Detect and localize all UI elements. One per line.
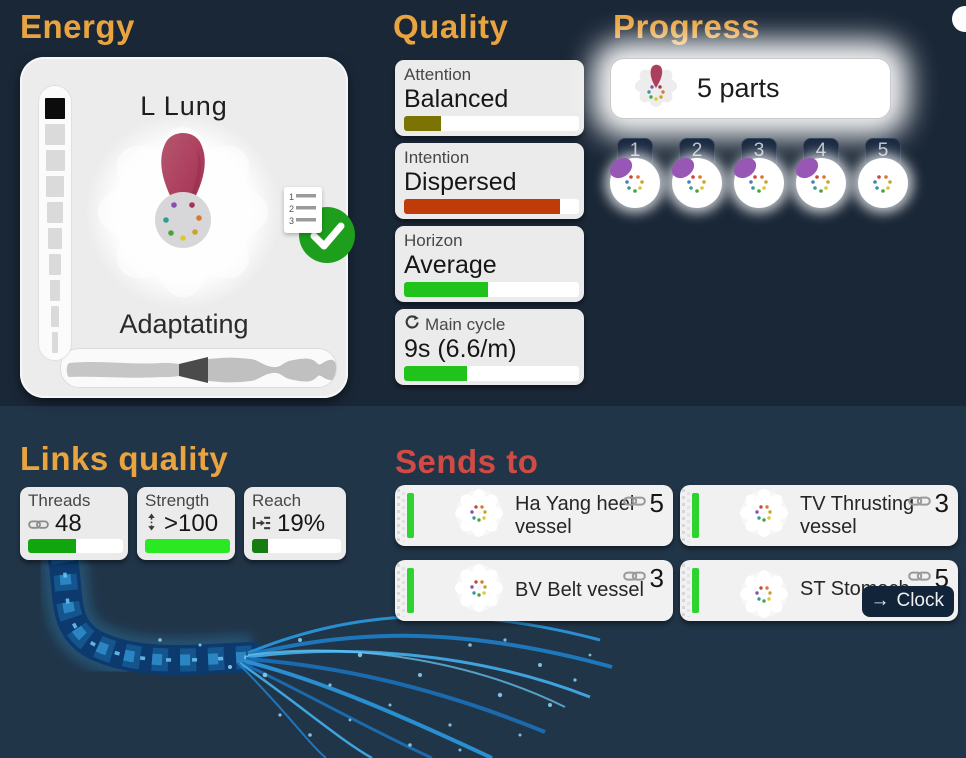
quality-card-attention: Attention Balanced (395, 60, 584, 136)
token-flower-icon (609, 157, 660, 208)
link-strength-meter (692, 568, 699, 613)
intention-bar (404, 199, 579, 214)
vessel-name: TV Thrusting vessel (800, 492, 915, 538)
links-card-value: >100 (164, 510, 219, 537)
links-card-label: Strength (145, 491, 210, 510)
token-flower-icon (733, 157, 784, 208)
links-card-value: 19% (277, 510, 326, 537)
link-count-value: 3 (934, 488, 949, 518)
energy-rope-graphic (37, 545, 613, 758)
quality-card-value: Dispersed (404, 168, 517, 196)
organ-flower-mini-icon (740, 570, 788, 623)
sends-to-section-title: Sends to (395, 443, 539, 480)
threads-bar (28, 539, 123, 553)
arrow-right-icon: → (870, 590, 890, 611)
parts-card[interactable]: 5 parts (610, 58, 891, 119)
perforation-strip (682, 489, 690, 542)
energy-section-title: Energy (20, 8, 135, 45)
parts-count-label: 5 parts (697, 73, 780, 103)
vessel-flower-icon (455, 564, 503, 617)
links-card-value: 48 (55, 510, 82, 537)
part-token-3[interactable]: 3 (733, 138, 784, 210)
link-count-value: 5 (649, 488, 664, 518)
perforation-strip (682, 564, 690, 617)
send-card-st-stomach[interactable]: ST Stomach 5 → Clock (680, 560, 958, 621)
quality-card-label: Main cycle (425, 314, 506, 334)
vessel-name: BV Belt vessel (515, 579, 644, 601)
quality-card-value: Average (404, 251, 497, 279)
progress-section-title: Progress (613, 8, 761, 45)
vertical-range-icon (145, 511, 158, 537)
vessel-flower-icon (740, 489, 788, 542)
links-card-label: Threads (28, 491, 91, 510)
part-token-1[interactable]: 1 (609, 138, 660, 210)
quality-card-label: Attention (404, 65, 472, 84)
energy-flow-ribbon (60, 348, 337, 388)
links-quality-section-title: Links quality (20, 440, 229, 477)
link-strength-meter (407, 568, 414, 613)
link-count-value: 5 (934, 563, 949, 593)
token-flower-icon (795, 157, 846, 208)
energy-panel: L Lung (20, 57, 355, 398)
progress-tokens: 1 2 3 4 5 (609, 138, 908, 210)
strength-bar (145, 539, 230, 553)
send-card-bv-belt-vessel[interactable]: BV Belt vessel 3 (395, 560, 673, 621)
chain-link-icon (907, 494, 931, 513)
reach-bar (252, 539, 341, 553)
chain-link-icon (622, 569, 646, 588)
svg-text:1: 1 (289, 192, 294, 202)
quality-card-horizon: Horizon Average (395, 226, 584, 302)
clock-button-label: Clock (896, 590, 944, 611)
send-card-tv-thrusting-vessel[interactable]: TV Thrusting vessel 3 (680, 485, 958, 546)
quality-card-intention: Intention Dispersed (395, 143, 584, 219)
svg-text:2: 2 (289, 204, 294, 214)
token-flower-icon (671, 157, 722, 208)
attention-bar (404, 116, 579, 131)
main-cycle-bar (404, 366, 579, 381)
perforation-strip (397, 564, 405, 617)
perforation-strip (397, 489, 405, 542)
links-card-strength: Strength >100 (137, 487, 235, 560)
cycle-icon (404, 314, 420, 335)
link-strength-meter (407, 493, 414, 538)
links-card-label: Reach (252, 491, 302, 510)
organ-state: Adaptating (119, 309, 249, 339)
links-card-threads: Threads 48 (20, 487, 128, 560)
quality-card-label: Intention (404, 148, 470, 167)
chain-link-icon (622, 494, 646, 513)
link-strength-meter (692, 493, 699, 538)
vessel-name: Ha Yang heel vessel (515, 492, 635, 538)
energy-gauge (38, 85, 72, 361)
vessel-flower-icon (455, 489, 503, 542)
checklist-icon: 1 2 3 (283, 186, 323, 234)
send-card-ha-yang-heel-vessel[interactable]: Ha Yang heel vessel 5 (395, 485, 673, 546)
quality-card-label: Horizon (404, 231, 463, 250)
cutoff-corner-element (952, 6, 966, 32)
links-card-reach: Reach 19% (244, 487, 346, 560)
part-token-5[interactable]: 5 (858, 138, 908, 210)
reach-icon (252, 511, 271, 537)
chain-link-icon (907, 569, 931, 588)
clock-button[interactable]: → Clock (862, 586, 954, 617)
quality-section-title: Quality (393, 8, 509, 45)
parts-flower-icon (633, 63, 679, 114)
quality-card-value: 9s (6.6/m) (404, 335, 517, 363)
horizon-bar (404, 282, 579, 297)
link-count-value: 3 (649, 563, 664, 593)
token-flower-icon (858, 158, 908, 208)
organ-flower-icon (83, 112, 283, 312)
quality-card-value: Balanced (404, 85, 509, 113)
quality-card-main-cycle: Main cycle 9s (6.6/m) (395, 309, 584, 385)
chain-link-icon (28, 511, 49, 537)
svg-text:3: 3 (289, 216, 294, 226)
part-token-2[interactable]: 2 (671, 138, 722, 210)
part-token-4[interactable]: 4 (795, 138, 846, 210)
